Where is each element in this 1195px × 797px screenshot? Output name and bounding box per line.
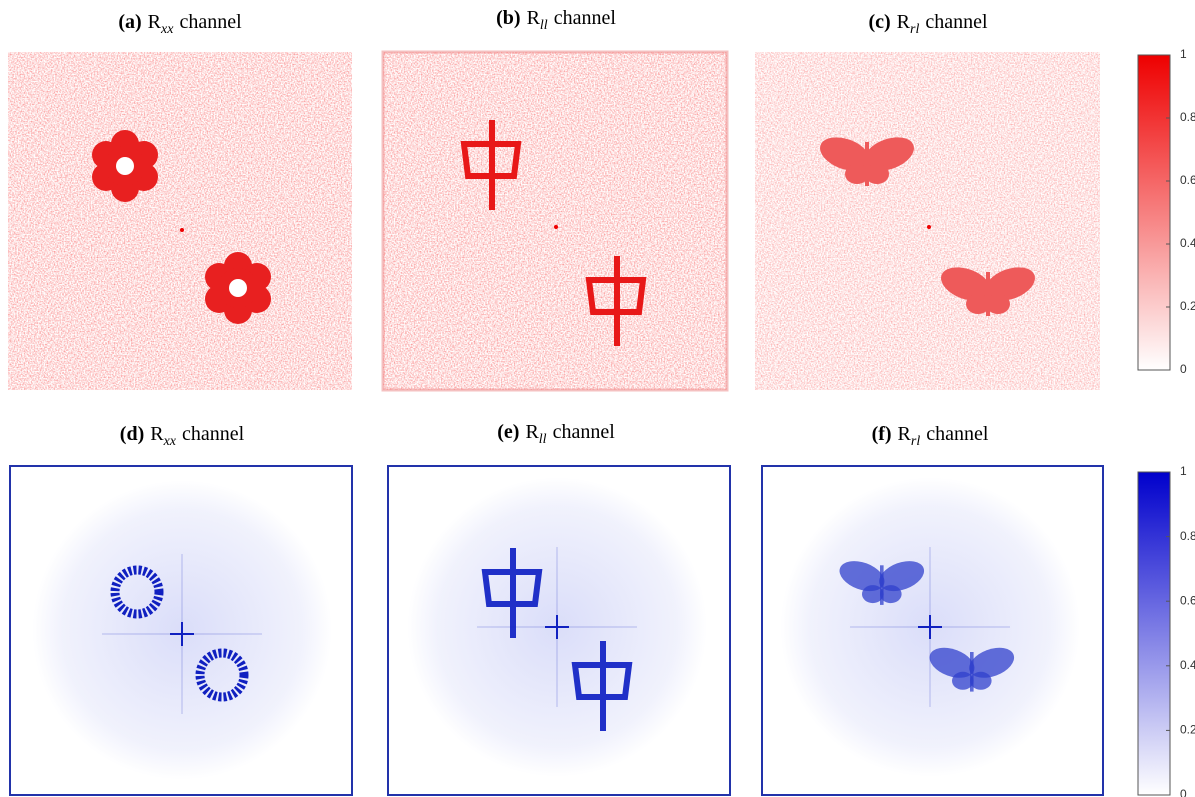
panel-label: (f) — [872, 423, 892, 445]
noise — [8, 52, 352, 390]
tick-label: 0.8 — [1180, 110, 1195, 124]
tick-label: 0 — [1180, 362, 1187, 376]
tick-label: 0.6 — [1180, 173, 1195, 187]
rest: channel — [553, 421, 616, 443]
panel-label: (d) — [120, 423, 144, 445]
panel-title: (e) Rll channel — [497, 421, 615, 447]
rest: channel — [925, 11, 988, 33]
panel-title: (b) Rll channel — [496, 7, 616, 33]
hole — [229, 279, 247, 297]
symbol: R — [897, 11, 911, 33]
rest: channel — [179, 11, 242, 33]
tick-label: 0.4 — [1180, 658, 1195, 672]
figure: (a)Rxxchannel(b)Rllchannel(c)Rrlchannel(… — [0, 0, 1195, 797]
tick-label: 0.8 — [1180, 529, 1195, 543]
hole — [116, 157, 134, 175]
tick-label: 0.4 — [1180, 236, 1195, 250]
colorbar-red — [1138, 55, 1170, 370]
subscript: xx — [163, 434, 177, 449]
subscript: ll — [539, 432, 547, 447]
subscript: xx — [160, 22, 174, 37]
panel-label: (c) — [868, 11, 890, 33]
rest: channel — [554, 7, 617, 29]
symbol: R — [148, 11, 162, 33]
panel-label: (a) — [118, 11, 141, 33]
tick-label: 1 — [1180, 464, 1187, 478]
subscript: ll — [540, 18, 548, 33]
top-row — [8, 52, 1170, 390]
rest: channel — [926, 423, 989, 445]
tick-label: 0 — [1180, 787, 1187, 797]
colorbar-blue — [1138, 472, 1170, 795]
center-dot — [927, 225, 931, 229]
symbol: R — [527, 7, 541, 29]
panel-title: (f) Rrl channel — [872, 423, 989, 449]
symbol: R — [525, 421, 539, 443]
tick-label: 0.6 — [1180, 593, 1195, 607]
subscript: rl — [911, 434, 920, 449]
bottom-row — [10, 466, 1170, 795]
panel-label: (e) — [497, 421, 519, 443]
noise — [383, 52, 727, 390]
tick-label: 0.2 — [1180, 299, 1195, 313]
tick-label: 0.2 — [1180, 723, 1195, 737]
symbol: R — [898, 423, 912, 445]
panel-title: (a) Rxx channel — [118, 11, 242, 37]
subscript: rl — [910, 22, 919, 37]
tick-label: 1 — [1180, 47, 1187, 61]
noise — [755, 52, 1100, 390]
panel-title: (c) Rrl channel — [868, 11, 988, 37]
rest: channel — [182, 423, 245, 445]
symbol: R — [150, 423, 164, 445]
panel-title: (d) Rxx channel — [120, 423, 245, 449]
panel-label: (b) — [496, 7, 520, 29]
center-dot — [554, 225, 558, 229]
center-dot — [180, 228, 184, 232]
